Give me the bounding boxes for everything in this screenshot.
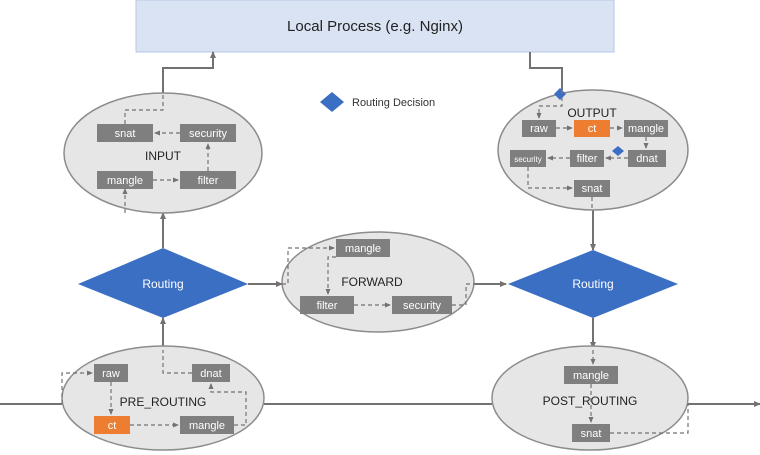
output-routing-diamond-icon [554, 88, 566, 100]
local-process: Local Process (e.g. Nginx) [135, 0, 615, 53]
svg-text:security: security [189, 128, 227, 140]
output-raw-box [522, 120, 556, 137]
svg-text:snat: snat [581, 428, 602, 440]
svg-text:security: security [403, 300, 441, 312]
svg-text:mangle: mangle [107, 175, 143, 187]
forward-chain: mangle FORWARD filter security [281, 231, 475, 333]
input-mangle-box [97, 171, 153, 189]
input-chain: snat security INPUT mangle filter [63, 92, 263, 214]
svg-text:mangle: mangle [189, 420, 225, 432]
output-inner-routing-diamond-icon [612, 146, 624, 156]
output-snat-box [574, 180, 610, 197]
svg-text:raw: raw [530, 123, 548, 135]
svg-text:dnat: dnat [200, 368, 221, 380]
pre-routing-ct-box [94, 416, 130, 434]
svg-text:snat: snat [115, 128, 136, 140]
output-security-box [510, 150, 546, 167]
routing-left-label: Routing [142, 277, 183, 291]
input-title: INPUT [145, 149, 182, 163]
local-process-title: Local Process (e.g. Nginx) [287, 18, 463, 35]
output-chain: OUTPUT raw ct mangle security filter dna… [497, 88, 689, 211]
svg-text:filter: filter [317, 300, 338, 312]
pre-routing-title: PRE_ROUTING [120, 395, 207, 409]
output-ct-box [574, 120, 610, 137]
output-filter-box [570, 150, 604, 167]
svg-text:snat: snat [582, 183, 603, 195]
svg-text:filter: filter [198, 175, 219, 187]
post-routing-snat-box [572, 424, 610, 442]
svg-text:raw: raw [102, 368, 120, 380]
svg-text:ct: ct [588, 123, 597, 135]
svg-text:mangle: mangle [628, 123, 664, 135]
main-connectors [0, 51, 760, 407]
legend-diamond-icon [320, 92, 344, 112]
post-routing-mangle-box [564, 366, 618, 384]
post-routing-chain: mangle POST_ROUTING snat [491, 345, 689, 451]
svg-text:mangle: mangle [573, 370, 609, 382]
post-routing-title: POST_ROUTING [543, 394, 638, 408]
forward-filter-box [300, 296, 354, 314]
routing-right-label: Routing [572, 277, 613, 291]
output-dnat-box [628, 150, 666, 167]
forward-mangle-box [336, 239, 390, 257]
legend-label: Routing Decision [352, 97, 435, 109]
forward-security-box [392, 296, 452, 314]
svg-text:ct: ct [108, 420, 117, 432]
pre-routing-raw-box [94, 364, 128, 382]
pre-routing-chain: raw dnat PRE_ROUTING ct mangle [61, 345, 265, 451]
output-mangle-box [624, 120, 668, 137]
input-snat-box [97, 124, 153, 142]
svg-text:dnat: dnat [636, 153, 657, 165]
routing-right: Routing [508, 250, 678, 318]
svg-text:mangle: mangle [345, 243, 381, 255]
input-filter-box [180, 171, 236, 189]
output-title: OUTPUT [567, 106, 617, 120]
forward-title: FORWARD [341, 275, 403, 289]
input-security-box [180, 124, 236, 142]
svg-text:filter: filter [577, 153, 598, 165]
pre-routing-dnat-box [192, 364, 230, 382]
legend: Routing Decision [320, 92, 435, 112]
pre-routing-mangle-box [180, 416, 234, 434]
svg-text:security: security [514, 155, 542, 164]
routing-left: Routing [78, 248, 248, 318]
